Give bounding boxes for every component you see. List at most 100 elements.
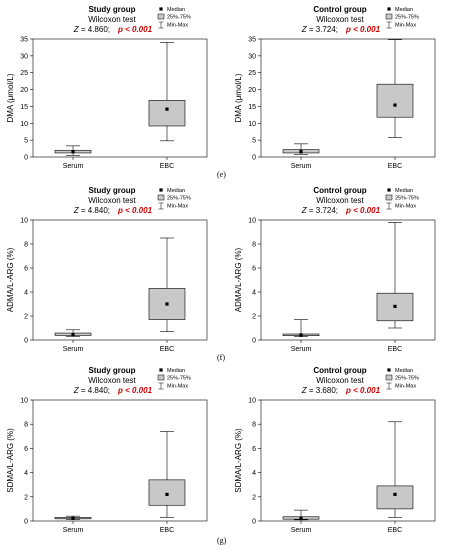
median-marker [393, 103, 397, 107]
legend-median-marker [159, 368, 163, 372]
x-tick-label: Serum [63, 527, 84, 534]
y-tick-label: 8 [252, 242, 256, 249]
y-tick-label: 35 [248, 37, 256, 44]
y-tick-label: 0 [252, 519, 256, 526]
p-value: p < 0.001 [117, 206, 153, 215]
x-tick-label: Serum [291, 163, 312, 170]
median-marker [165, 302, 169, 306]
z-symbol: Z [73, 25, 80, 34]
z-symbol: Z [301, 25, 308, 34]
x-tick-label: Serum [291, 346, 312, 353]
y-tick-label: 2 [24, 494, 28, 501]
y-tick-label: 10 [248, 218, 256, 225]
legend-iqr-label: 25%-75% [395, 15, 419, 21]
y-tick-label: 30 [20, 53, 28, 60]
box-iqr [376, 485, 414, 510]
median-marker [71, 333, 75, 337]
y-tick-label: 10 [20, 121, 28, 128]
y-tick-label: 5 [24, 138, 28, 145]
y-tick-label: 25 [20, 70, 28, 77]
z-statistic: Z = 3.680; [301, 386, 338, 395]
legend-iqr-swatch [157, 13, 165, 20]
median-marker [393, 492, 397, 496]
y-tick-label: 10 [248, 398, 256, 405]
chart-title: Control group [313, 186, 366, 195]
legend-range-label: Min-Max [395, 204, 416, 210]
x-tick-label: Serum [63, 346, 84, 353]
legend-median-marker [159, 7, 163, 11]
plot-frame [32, 399, 208, 522]
x-tick-label: Serum [291, 527, 312, 534]
test-label: Wilcoxon test [88, 376, 136, 385]
median-marker [165, 492, 169, 496]
legend-iqr-swatch [385, 194, 393, 201]
z-symbol: Z [73, 386, 80, 395]
plot-frame [260, 399, 436, 522]
legend-iqr-label: 25%-75% [395, 376, 419, 382]
y-tick-label: 25 [248, 70, 256, 77]
test-label: Wilcoxon test [88, 196, 136, 205]
y-tick-label: 4 [252, 470, 256, 477]
y-axis-label: SDMA/L-ARG (%) [6, 428, 15, 493]
x-tick-label: EBC [388, 163, 402, 170]
legend-range-label: Min-Max [167, 23, 188, 29]
x-tick-label: Serum [63, 163, 84, 170]
median-marker [165, 107, 169, 111]
median-marker [71, 516, 75, 520]
chart-title: Study group [88, 186, 135, 195]
legend-range-label: Min-Max [167, 384, 188, 390]
y-tick-label: 2 [252, 494, 256, 501]
test-label: Wilcoxon test [316, 15, 364, 24]
test-label: Wilcoxon test [88, 15, 136, 24]
plot-frame [260, 219, 436, 341]
legend-range-label: Min-Max [395, 384, 416, 390]
chart-title: Study group [88, 366, 135, 375]
median-marker [71, 150, 75, 154]
median-marker [299, 333, 303, 337]
legend-iqr-label: 25%-75% [167, 15, 191, 21]
y-tick-label: 2 [252, 314, 256, 321]
x-tick-label: EBC [160, 346, 174, 353]
y-axis-label: ADMA/L-ARG (%) [6, 247, 15, 312]
z-symbol: Z [73, 206, 80, 215]
y-tick-label: 20 [20, 87, 28, 94]
legend-iqr-swatch [157, 374, 165, 381]
y-tick-label: 4 [252, 290, 256, 297]
z-statistic: Z = 4.860; [73, 25, 110, 34]
legend-iqr-swatch [157, 194, 165, 201]
legend-median-marker [387, 368, 391, 372]
legend-iqr-label: 25%-75% [395, 196, 419, 202]
z-statistic: Z = 3.724; [301, 206, 338, 215]
z-symbol: Z [301, 386, 308, 395]
box-iqr [148, 479, 186, 506]
y-tick-label: 0 [252, 338, 256, 345]
y-tick-label: 4 [24, 290, 28, 297]
y-tick-label: 15 [20, 104, 28, 111]
test-label: Wilcoxon test [316, 196, 364, 205]
legend-iqr-label: 25%-75% [167, 196, 191, 202]
z-value: = 4.840; [79, 206, 110, 215]
chart-title: Study group [88, 5, 135, 14]
legend-median-label: Median [167, 188, 185, 194]
y-tick-label: 0 [24, 338, 28, 345]
y-tick-label: 10 [20, 218, 28, 225]
chart-title: Control group [313, 5, 366, 14]
p-value: p < 0.001 [345, 386, 381, 395]
z-statistic: Z = 4.840; [73, 206, 110, 215]
legend-median-marker [159, 188, 163, 192]
legend-range-label: Min-Max [167, 204, 188, 210]
z-statistic: Z = 4.840; [73, 386, 110, 395]
y-tick-label: 5 [252, 138, 256, 145]
legend-median-label: Median [395, 188, 413, 194]
panel-label-g: (g) [217, 536, 227, 545]
box-iqr [376, 83, 414, 118]
y-tick-label: 15 [248, 104, 256, 111]
panel-label-e: (e) [217, 170, 226, 179]
y-tick-label: 35 [20, 37, 28, 44]
y-tick-label: 8 [252, 422, 256, 429]
median-marker [299, 150, 303, 154]
p-value: p < 0.001 [117, 25, 153, 34]
p-value: p < 0.001 [345, 25, 381, 34]
